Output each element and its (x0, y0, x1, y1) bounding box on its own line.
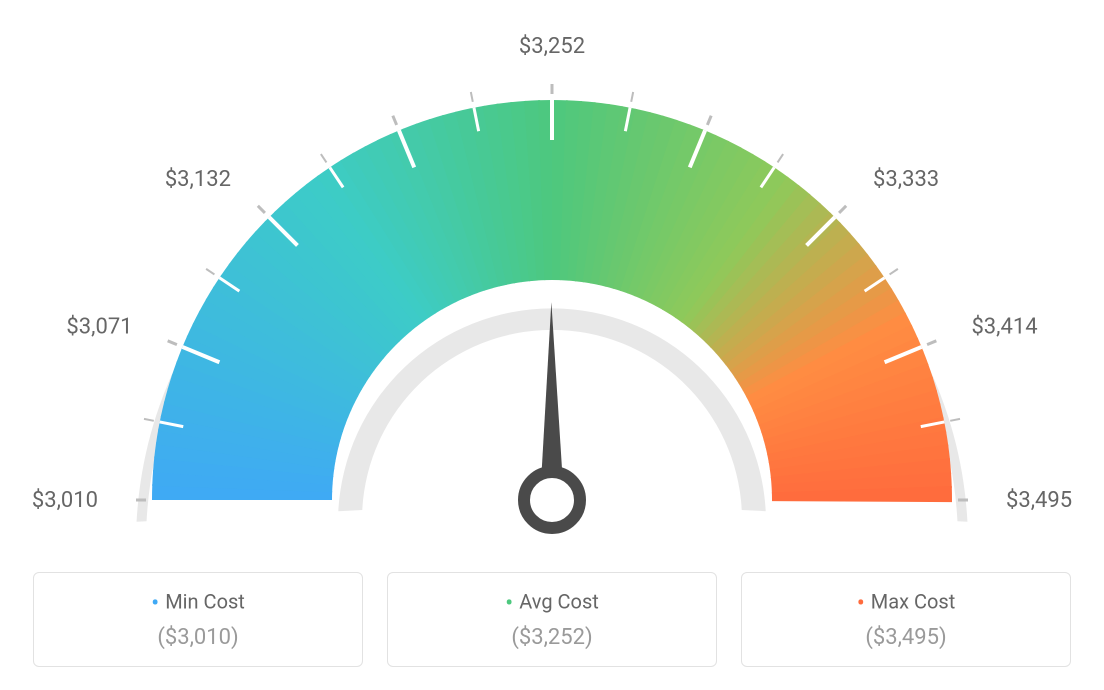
legend-avg-card: Avg Cost ($3,252) (387, 572, 717, 667)
svg-text:$3,333: $3,333 (873, 167, 939, 192)
gauge-svg: $3,010 $3,071 $3,132 $3,252 $3,333 $3,414 $3,4… (0, 0, 1104, 560)
svg-text:$3,414: $3,414 (971, 314, 1037, 339)
svg-text:$3,495: $3,495 (1006, 488, 1072, 513)
legend-row: Min Cost ($3,010) Avg Cost ($3,252) Max … (0, 560, 1104, 667)
svg-text:$3,010: $3,010 (32, 488, 98, 513)
svg-text:$3,132: $3,132 (165, 167, 231, 192)
legend-max-value: ($3,495) (766, 625, 1046, 650)
legend-max-label: Max Cost (766, 589, 1046, 617)
legend-avg-value: ($3,252) (412, 625, 692, 650)
gauge-chart: $3,010 $3,071 $3,132 $3,252 $3,333 $3,414 $3,4… (0, 0, 1104, 560)
svg-text:$3,252: $3,252 (519, 34, 585, 59)
legend-min-card: Min Cost ($3,010) (33, 572, 363, 667)
legend-avg-label: Avg Cost (412, 589, 692, 617)
svg-text:$3,071: $3,071 (66, 314, 132, 339)
legend-min-label: Min Cost (58, 589, 338, 617)
legend-max-card: Max Cost ($3,495) (741, 572, 1071, 667)
legend-min-value: ($3,010) (58, 625, 338, 650)
